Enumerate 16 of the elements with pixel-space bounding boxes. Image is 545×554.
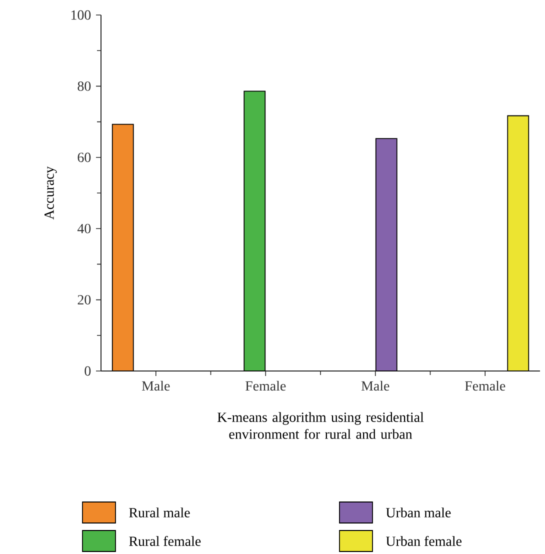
x-axis-title: K-means algorithm using residential environment for rural and urban: [217, 412, 424, 439]
x-tick-label: Male: [142, 380, 170, 391]
y-axis-title: Accuracy: [44, 166, 57, 220]
y-tick-label: 60: [78, 152, 91, 162]
x-tick-label: Female: [246, 380, 286, 391]
y-tick-label: 100: [71, 10, 91, 20]
legend-label: Rural female: [129, 536, 201, 546]
legend-label: Rural male: [129, 508, 190, 518]
y-tick-label: 0: [84, 366, 91, 376]
legend-label: Urban male: [386, 508, 451, 518]
y-tick-label: 20: [78, 295, 91, 305]
x-tick-label: Female: [465, 380, 506, 391]
y-tick-label: 80: [78, 81, 91, 91]
y-tick-label: 40: [77, 224, 91, 234]
legend-label: Urban female: [386, 536, 462, 546]
x-tick-label: Male: [361, 380, 390, 391]
